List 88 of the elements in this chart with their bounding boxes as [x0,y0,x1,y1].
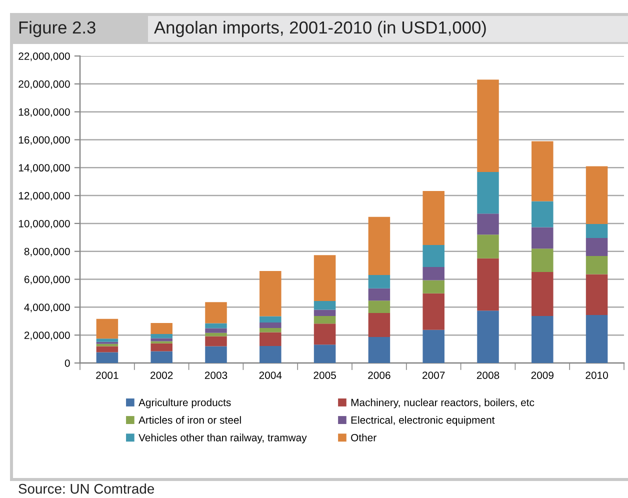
bar [314,301,336,310]
bar [205,346,227,363]
bar [314,324,336,345]
y-tick-label: 8,000,000 [24,248,70,256]
legend-label: Agriculture products [138,398,231,408]
bar [205,302,227,324]
caption: Figure 2.3 [19,20,96,38]
bar [150,351,172,363]
bar [532,272,554,316]
bar [586,166,608,224]
bar [96,344,118,346]
source-note: Source: UN Comtrade [18,484,154,494]
y-tick-label: 2,000,000 [24,332,70,340]
bar [422,190,444,245]
bar [96,318,118,339]
x-tick-label: 2007 [422,372,445,379]
y-tick-label: 20,000,000 [18,80,70,90]
legend-label: Articles of iron or steel [138,416,241,424]
bar [368,274,390,288]
y-tick-label: 12,000,000 [18,192,70,201]
bar [314,255,336,302]
bar [205,336,227,346]
bar [368,300,390,314]
bar [368,313,390,338]
legend-label: Electrical, electronic equipment [351,416,495,426]
bar [368,337,390,363]
bar [586,256,608,274]
y-tick-label: 6,000,000 [24,276,70,284]
legend-label: Other [351,434,376,442]
bar [260,346,282,363]
bar [586,224,608,238]
bar [150,322,172,334]
y-tick-label: 4,000,000 [24,304,70,312]
legend-label: Machinery, nuclear reactors, boilers, etc [351,398,534,408]
x-tick-label: 2006 [368,372,390,379]
bar [586,274,608,315]
bar [260,271,282,316]
bar [532,201,554,228]
bar [150,343,172,352]
x-tick-label: 2010 [586,372,608,379]
x-tick-label: 2003 [204,372,228,379]
bar [150,334,172,338]
bar [205,328,227,333]
bar [477,172,499,214]
x-tick-label: 2005 [314,372,336,379]
x-tick-label: 2004 [259,372,282,379]
y-tick-label: 18,000,000 [18,108,70,117]
bar [314,310,336,316]
x-tick-label: 2002 [150,372,173,379]
bar [477,214,499,235]
bar [205,332,227,336]
bar [260,322,282,328]
bar [422,293,444,330]
bar [96,352,118,363]
bar [586,238,608,256]
bar [532,316,554,363]
bar [477,80,499,172]
bar [532,141,554,202]
x-tick-label: 2008 [476,372,500,379]
bar [422,330,444,363]
y-tick-label: 10,000,000 [18,220,70,229]
y-tick-label: 22,000,000 [18,52,70,62]
bar [422,244,444,267]
x-tick-label: 2001 [96,372,118,379]
bar [260,316,282,323]
bar [477,310,499,363]
bar [205,323,227,328]
bar [368,216,390,275]
bar [477,234,499,258]
bar [422,280,444,294]
bar [260,328,282,332]
chart-title: Angolan imports, 2001-2010 (in USD1,000) [154,20,486,38]
bar [96,338,118,342]
bar [477,258,499,311]
y-tick-label: 14,000,000 [18,164,70,173]
legend-label: Vehicles other than railway, tramway [138,434,307,444]
y-tick-label: 0 [64,360,70,367]
bar [532,227,554,249]
bar [532,248,554,272]
bar [314,316,336,324]
bar [586,314,608,363]
bar [314,344,336,363]
bar [368,288,390,301]
bar [422,266,444,280]
x-tick-label: 2009 [531,372,554,379]
y-tick-label: 16,000,000 [18,136,70,145]
bar [96,346,118,352]
bar [260,332,282,346]
